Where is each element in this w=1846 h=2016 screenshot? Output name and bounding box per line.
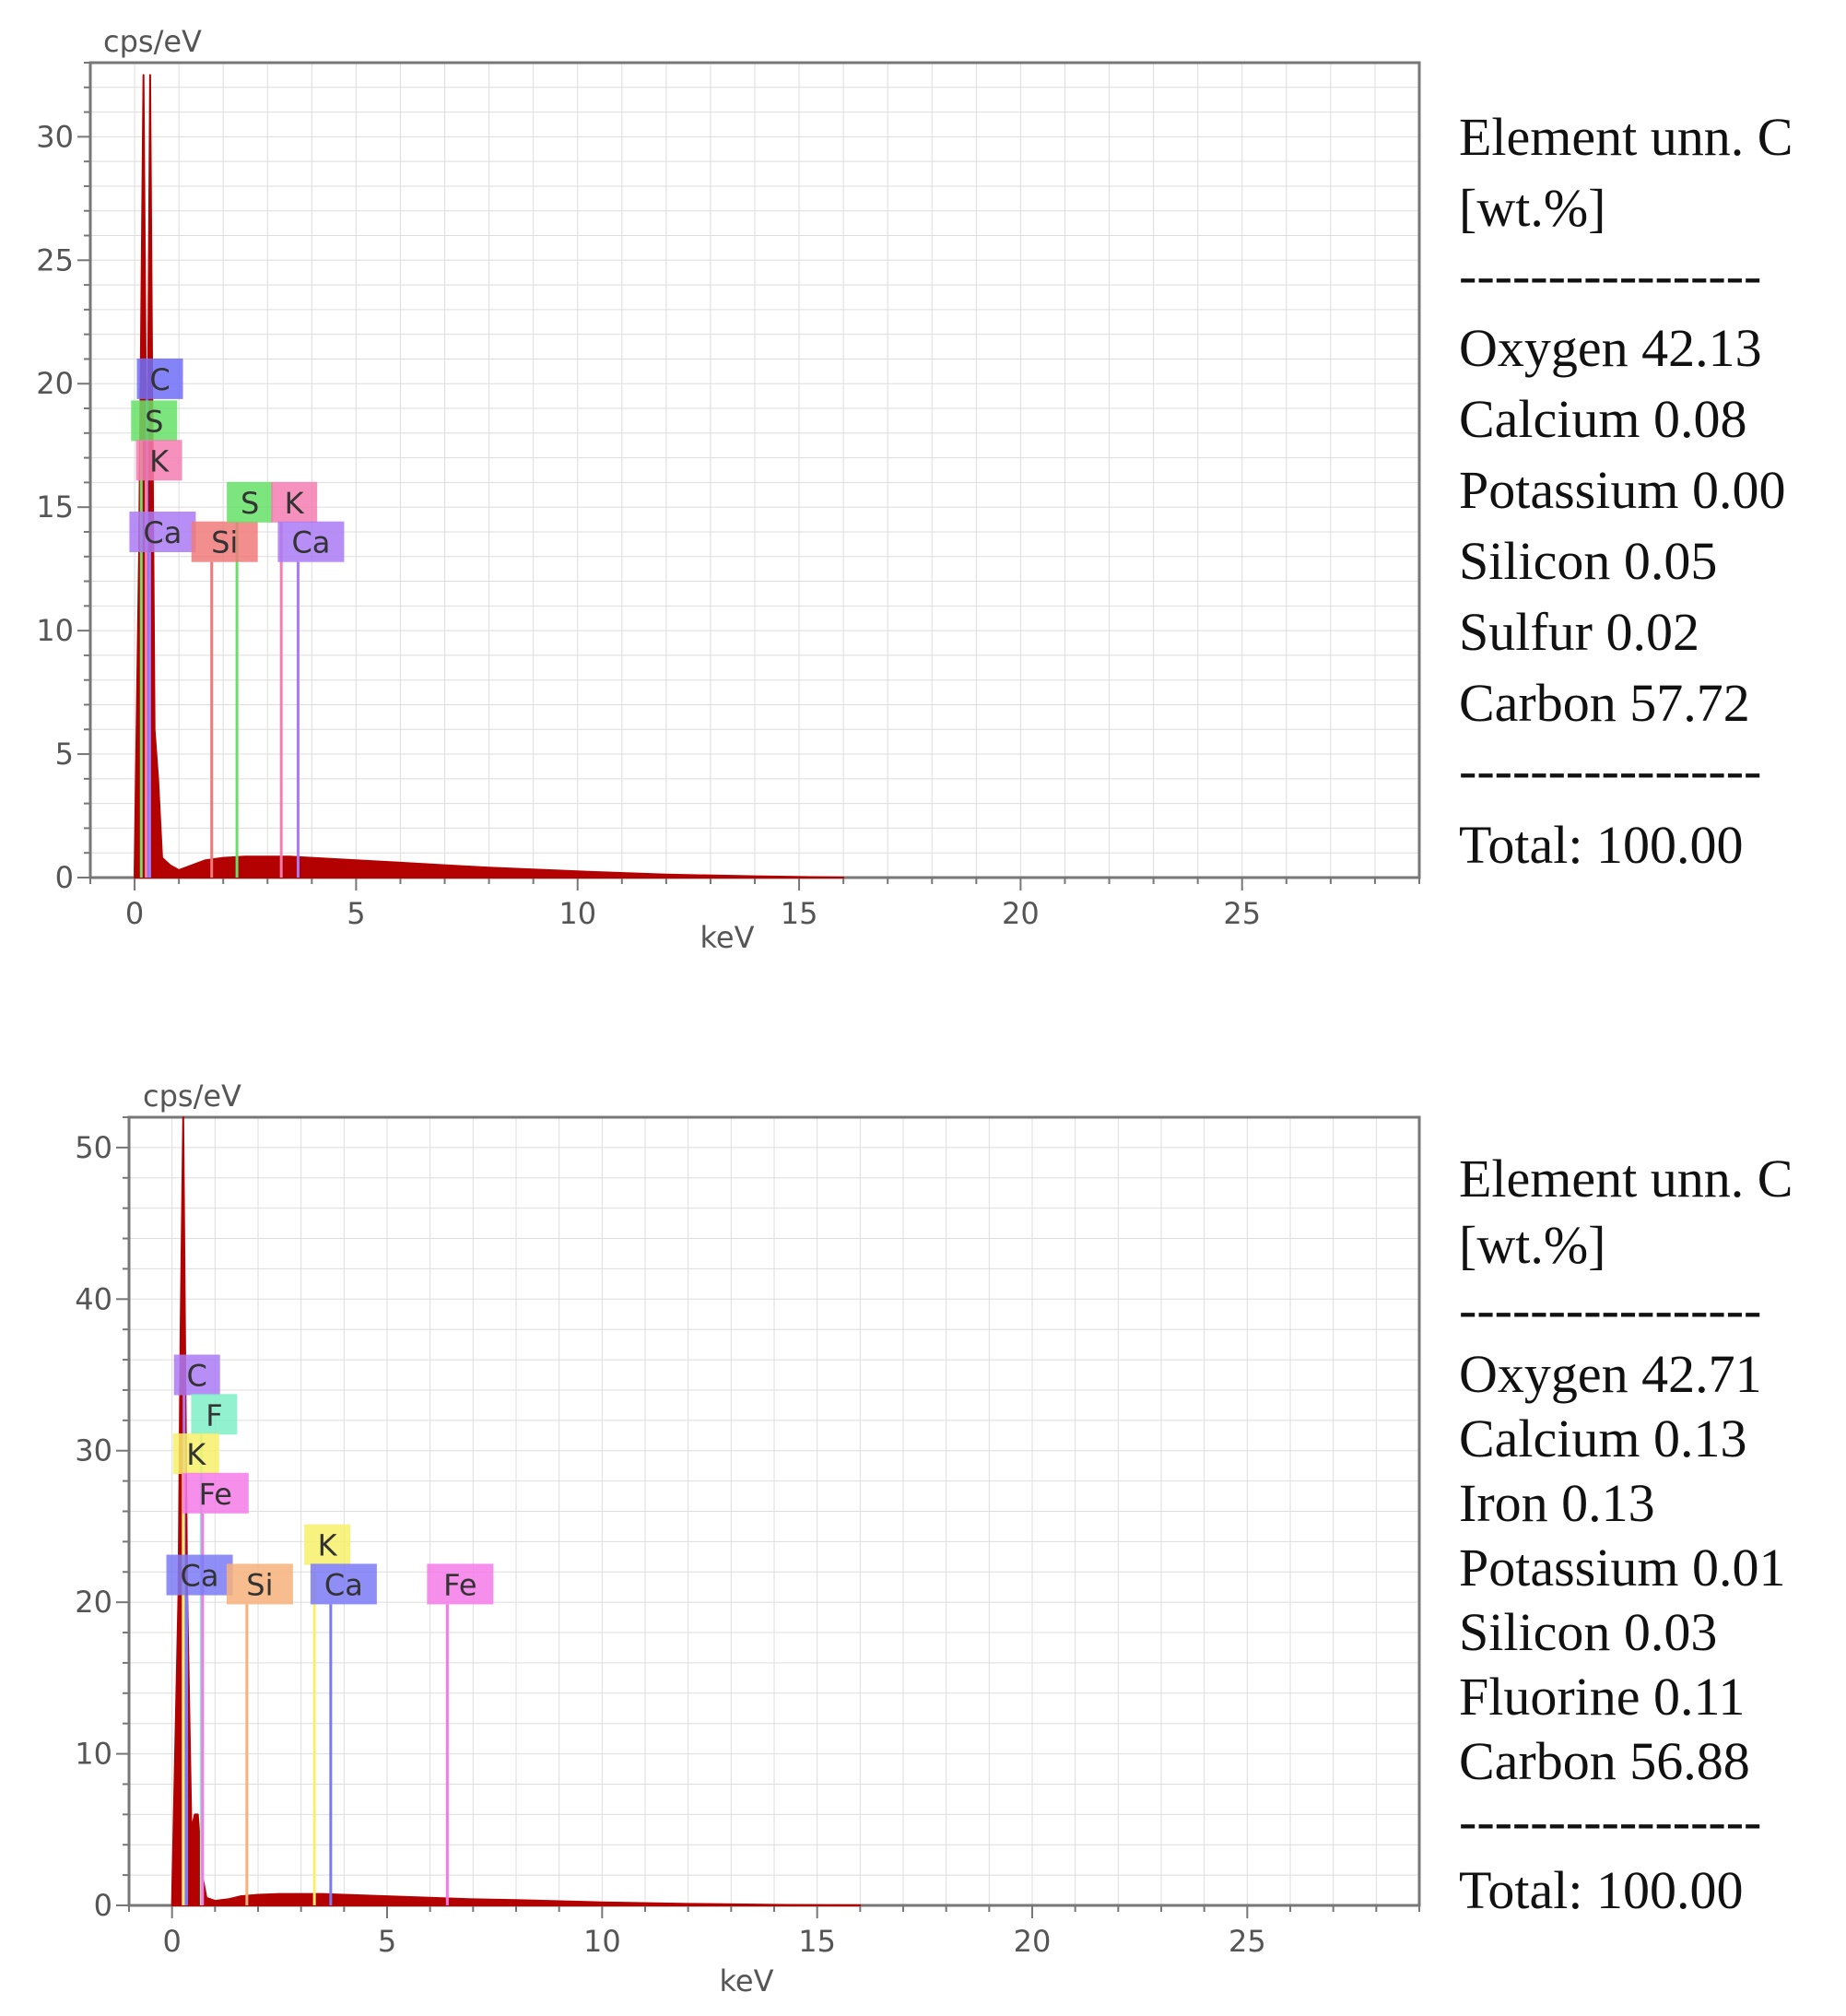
peak-label-ca: Ca (291, 525, 330, 560)
y-tick-label: 10 (75, 1737, 112, 1772)
peak-label-ca: Ca (143, 515, 182, 550)
peak-label-box (304, 1524, 351, 1565)
y-tick-label: 50 (75, 1130, 112, 1165)
y-tick-label: 0 (55, 860, 74, 895)
table-total: Total: 100.00 (1459, 815, 1743, 875)
peak-label-box (173, 1354, 220, 1396)
table-row: Potassium 0.00 (1459, 460, 1786, 520)
peak-label-box (172, 1433, 219, 1475)
table-row: Oxygen 42.13 (1459, 318, 1762, 378)
peak-label-k: K (149, 443, 170, 478)
x-axis-label: keV (700, 920, 755, 955)
y-axis-label: cps/eV (143, 1079, 241, 1114)
x-tick-label: 10 (583, 1924, 621, 1959)
y-tick-label: 5 (55, 737, 74, 772)
table-separator: ----------------- (1459, 740, 1761, 800)
peak-label-box (427, 1563, 494, 1605)
peak-label-box (310, 1563, 377, 1605)
x-tick-label: 15 (781, 896, 818, 931)
peak-label-box (182, 1472, 249, 1514)
y-tick-label: 15 (36, 489, 74, 525)
y-tick-label: 30 (36, 119, 74, 154)
table-row: Silicon 0.03 (1459, 1602, 1717, 1662)
table-separator: ----------------- (1459, 1791, 1761, 1851)
x-tick-label: 5 (347, 896, 365, 931)
peak-label-box (277, 521, 345, 562)
table-separator: ----------------- (1459, 1279, 1761, 1339)
x-tick-label: 0 (125, 896, 144, 931)
table-header: Element unn. C (1459, 1149, 1793, 1208)
table-row: Potassium 0.01 (1459, 1538, 1786, 1597)
table-separator: ----------------- (1459, 245, 1761, 305)
peak-label-box (227, 481, 274, 523)
x-axis-label: keV (720, 1963, 774, 1998)
peak-label-box (271, 481, 318, 523)
peak-label-k: K (318, 1528, 338, 1563)
x-tick-label: 20 (1002, 896, 1040, 931)
table-unit: [wt.%] (1459, 178, 1605, 238)
peak-label-c: C (149, 362, 170, 397)
y-tick-label: 20 (75, 1585, 112, 1620)
y-tick-label: 30 (75, 1433, 112, 1468)
spectrum-series (170, 1116, 862, 1906)
x-tick-label: 5 (378, 1924, 396, 1959)
x-tick-label: 0 (162, 1924, 181, 1959)
table-header: Element unn. C (1459, 107, 1793, 167)
peak-label-ca: Ca (324, 1567, 363, 1602)
peak-label-box (136, 358, 183, 399)
table-row: Silicon 0.05 (1459, 531, 1717, 591)
y-axis-label: cps/eV (103, 24, 202, 59)
x-tick-label: 15 (798, 1924, 836, 1959)
table-row: Carbon 57.72 (1459, 673, 1750, 733)
peak-label-s: S (241, 486, 259, 521)
peak-label-f: F (206, 1397, 222, 1432)
y-tick-label: 10 (36, 613, 74, 648)
composition-table-top: Element unn. C [wt.%] ----------------- … (1459, 107, 1793, 875)
peak-label-ca: Ca (181, 1559, 219, 1594)
peak-label-c: C (187, 1359, 207, 1394)
y-tick-label: 25 (36, 242, 74, 277)
peak-label-box (166, 1554, 233, 1596)
peak-label-box (135, 440, 182, 481)
peak-label-si: Si (211, 525, 238, 560)
x-tick-label: 25 (1229, 1924, 1266, 1959)
table-row: Carbon 56.88 (1459, 1731, 1750, 1791)
peak-label-box (131, 400, 178, 442)
table-row: Iron 0.13 (1459, 1473, 1655, 1533)
table-row: Calcium 0.08 (1459, 389, 1747, 449)
peak-label-k: K (285, 486, 305, 521)
composition-table-bottom: Element unn. C [wt.%] ----------------- … (1459, 1149, 1793, 1920)
peak-label-box (191, 1394, 238, 1435)
x-tick-label: 20 (1014, 1924, 1052, 1959)
y-tick-label: 20 (36, 366, 74, 401)
table-unit: [wt.%] (1459, 1215, 1605, 1275)
peak-label-fe: Fe (443, 1567, 476, 1602)
y-tick-label: 0 (94, 1888, 112, 1923)
peak-label-s: S (145, 404, 163, 439)
table-row: Oxygen 42.71 (1459, 1344, 1762, 1404)
y-tick-label: 40 (75, 1281, 112, 1316)
peak-label-box (226, 1563, 293, 1605)
table-row: Fluorine 0.11 (1459, 1667, 1745, 1727)
peak-label-k: K (186, 1437, 206, 1472)
table-row: Calcium 0.13 (1459, 1409, 1747, 1468)
peak-label-si: Si (246, 1567, 273, 1602)
peak-label-box (129, 511, 196, 552)
table-row: Sulfur 0.02 (1459, 602, 1699, 662)
peak-label-box (191, 521, 258, 562)
table-total: Total: 100.00 (1459, 1860, 1743, 1920)
x-tick-label: 10 (559, 896, 596, 931)
x-tick-label: 25 (1223, 896, 1261, 931)
peak-label-fe: Fe (199, 1477, 232, 1512)
